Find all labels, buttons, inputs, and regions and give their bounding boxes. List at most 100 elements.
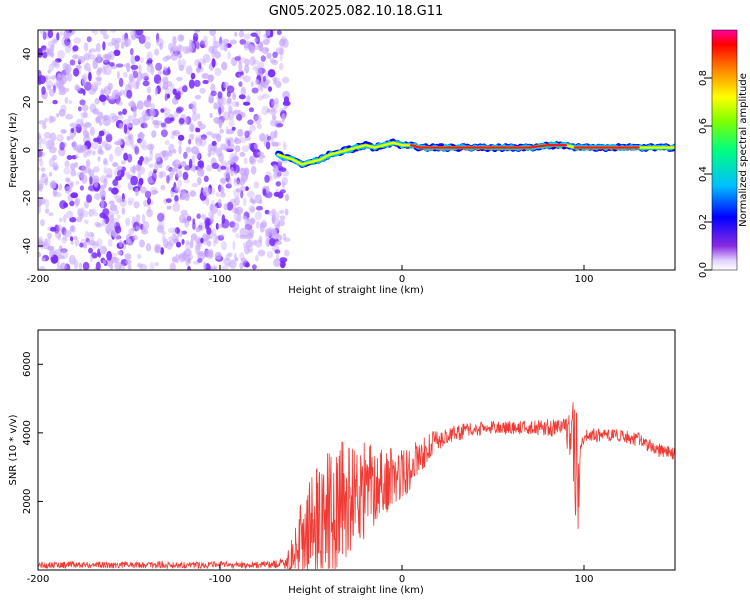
noise-blob [217, 91, 223, 99]
noise-blob [104, 146, 111, 151]
noise-blob [57, 73, 62, 79]
noise-blob [184, 165, 191, 171]
noise-blob [235, 71, 242, 78]
noise-blob [86, 36, 92, 43]
noise-blob [195, 135, 199, 144]
noise-blob [93, 166, 100, 173]
noise-blob [238, 61, 243, 72]
snr-x-ticks: -200 -100 0 100 [27, 565, 594, 585]
noise-blob [239, 227, 248, 237]
noise-blob [244, 262, 250, 268]
noise-blob [134, 55, 140, 62]
noise-blob [269, 131, 276, 140]
noise-blob [231, 111, 237, 116]
noise-blob [97, 148, 103, 154]
noise-blob [107, 211, 115, 218]
noise-blob [165, 198, 172, 204]
noise-blob [100, 198, 105, 209]
noise-blob [171, 130, 177, 136]
noise-blob [260, 55, 266, 62]
noise-blob [170, 45, 179, 52]
spectrogram-noise-region [38, 30, 291, 270]
noise-blob [156, 225, 164, 233]
noise-blob [105, 133, 113, 143]
noise-blob [153, 74, 162, 84]
noise-blob [249, 56, 256, 66]
noise-blob [50, 52, 55, 58]
noise-blob [180, 190, 187, 200]
noise-blob [248, 107, 254, 113]
noise-blob [107, 50, 115, 61]
noise-blob [220, 233, 225, 239]
noise-blob [44, 208, 50, 214]
noise-blob [150, 186, 158, 196]
colorbar-ticks: 0.0 0.2 0.4 0.6 0.8 [698, 70, 712, 278]
noise-blob [215, 222, 219, 230]
noise-blob [257, 62, 265, 69]
noise-blob [257, 83, 263, 91]
noise-blob [56, 134, 64, 142]
colorbar-gradient [711, 29, 738, 271]
noise-blob [91, 81, 99, 92]
noise-blob [238, 81, 243, 87]
noise-blob [223, 257, 232, 266]
noise-blob [275, 47, 284, 55]
noise-blob [192, 218, 196, 225]
noise-blob [143, 156, 149, 165]
noise-blob [106, 94, 110, 101]
noise-blob [163, 108, 171, 115]
noise-blob [127, 200, 133, 206]
noise-blob [67, 72, 73, 82]
noise-blob [269, 238, 276, 247]
noise-blob [49, 88, 55, 97]
noise-blob [128, 133, 134, 141]
noise-blob [271, 114, 277, 121]
noise-blob [126, 122, 134, 128]
noise-blob [132, 118, 141, 126]
noise-blob [111, 187, 119, 195]
noise-blob [226, 97, 232, 104]
noise-blob [96, 42, 101, 53]
noise-blob [96, 53, 102, 64]
noise-blob [272, 51, 278, 58]
noise-blob [94, 193, 101, 200]
noise-blob [46, 232, 53, 239]
spectrogram-y-label: Frequency (Hz) [8, 112, 19, 188]
noise-blob [130, 175, 139, 186]
noise-blob [169, 262, 176, 270]
noise-blob [239, 39, 247, 45]
noise-blob [91, 252, 98, 259]
noise-blob [154, 262, 159, 267]
noise-blob [108, 200, 115, 205]
noise-blob [136, 100, 144, 110]
noise-blob [264, 71, 269, 80]
noise-blob [89, 48, 97, 53]
noise-blob [81, 164, 87, 175]
noise-blob [176, 90, 181, 96]
noise-blob [155, 38, 164, 47]
noise-blob [135, 188, 139, 197]
noise-blob [231, 126, 236, 131]
noise-blob [124, 253, 132, 260]
noise-blob [203, 35, 208, 43]
noise-blob [139, 156, 144, 162]
noise-blob [95, 76, 103, 82]
noise-blob [97, 156, 101, 162]
noise-blob [261, 93, 270, 99]
noise-blob [102, 63, 106, 70]
noise-blob [245, 239, 254, 248]
colorbar-tick-label: 0.8 [698, 70, 709, 86]
noise-blob [112, 161, 118, 167]
noise-blob [195, 41, 200, 50]
noise-blob [234, 31, 238, 37]
noise-blob [143, 100, 147, 105]
noise-blob [139, 57, 145, 63]
noise-blob [240, 190, 244, 199]
noise-blob [109, 204, 118, 212]
noise-blob [213, 102, 218, 110]
noise-blob [125, 238, 132, 246]
noise-blob [265, 30, 271, 36]
noise-blob [239, 262, 244, 270]
noise-blob [284, 208, 289, 216]
noise-blob [186, 240, 190, 246]
